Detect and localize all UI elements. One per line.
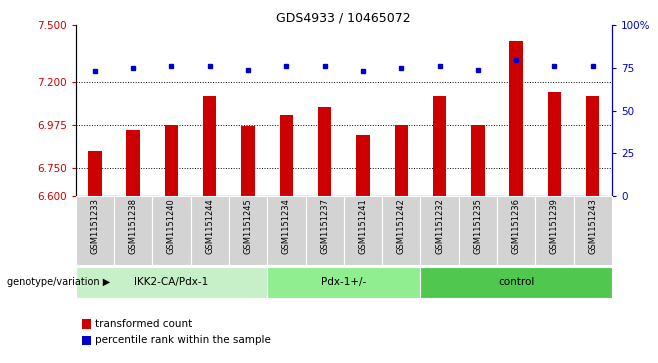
Bar [229,196,267,265]
Text: GSM1151244: GSM1151244 [205,198,215,254]
Bar [509,41,523,196]
Text: GSM1151242: GSM1151242 [397,198,406,254]
Text: GSM1151241: GSM1151241 [359,198,367,254]
Bar [547,92,561,196]
Text: transformed count: transformed count [95,319,193,329]
Text: GSM1151243: GSM1151243 [588,198,597,254]
Text: GSM1151234: GSM1151234 [282,198,291,254]
Bar [343,196,382,265]
Bar [114,196,152,265]
Bar [280,114,293,196]
Text: GSM1151239: GSM1151239 [550,198,559,254]
Text: GSM1151233: GSM1151233 [90,198,99,254]
Bar [497,196,536,265]
Text: control: control [498,277,534,287]
Bar [586,95,599,196]
Text: Pdx-1+/-: Pdx-1+/- [321,277,367,287]
Bar [241,126,255,196]
Text: genotype/variation ▶: genotype/variation ▶ [7,277,110,287]
Bar [76,267,267,298]
Text: IKK2-CA/Pdx-1: IKK2-CA/Pdx-1 [134,277,209,287]
Bar [420,196,459,265]
Bar [267,196,305,265]
Text: GSM1151245: GSM1151245 [243,198,253,254]
Bar [382,196,420,265]
Bar [88,151,101,196]
Bar [305,196,343,265]
Title: GDS4933 / 10465072: GDS4933 / 10465072 [276,11,411,24]
Bar [164,125,178,196]
Bar [574,196,612,265]
Bar [395,125,408,196]
Bar [152,196,191,265]
Bar [267,267,420,298]
Text: GSM1151235: GSM1151235 [473,198,482,254]
Bar [433,95,446,196]
Text: GSM1151236: GSM1151236 [512,198,520,254]
Bar [76,196,114,265]
Text: percentile rank within the sample: percentile rank within the sample [95,335,271,345]
Bar [420,267,612,298]
Text: GSM1151237: GSM1151237 [320,198,329,254]
Bar [318,107,332,196]
Bar [471,125,484,196]
Text: GSM1151232: GSM1151232 [435,198,444,254]
Bar [191,196,229,265]
Bar [459,196,497,265]
Bar [356,135,370,196]
Text: GSM1151238: GSM1151238 [128,198,138,254]
Text: GSM1151240: GSM1151240 [167,198,176,254]
Bar [536,196,574,265]
Bar [203,95,216,196]
Bar [126,130,140,196]
